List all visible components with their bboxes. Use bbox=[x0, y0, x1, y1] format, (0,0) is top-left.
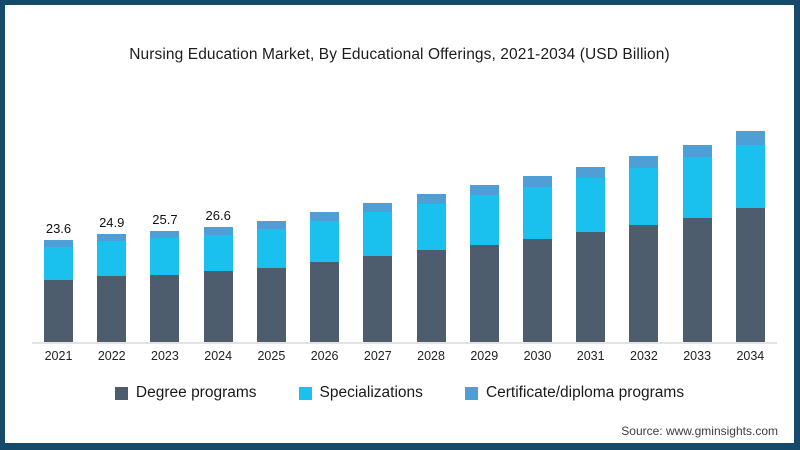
bar-segment-2021-degree-programs bbox=[44, 279, 73, 342]
bar-segment-2029-degree-programs bbox=[469, 244, 499, 342]
bar-segment-2027-certificate-diploma-programs bbox=[363, 202, 393, 212]
specializations-swatch-icon bbox=[298, 386, 312, 400]
bar-segment-2028-certificate-diploma-programs bbox=[416, 194, 446, 204]
x-axis-label-2027: 2027 bbox=[363, 349, 392, 363]
plot-area: 23.6 24.9 25.7 26.6 bbox=[32, 123, 777, 344]
legend-item-degree-programs: Degree programs bbox=[114, 384, 257, 402]
x-axis-labels: 2021 2022 2023 2024 2025 2026 2027 2028 2029 2030… bbox=[32, 349, 777, 363]
chart-title: Nursing Education Market, By Educational… bbox=[129, 46, 670, 63]
bar-segment-2026-certificate-diploma-programs bbox=[310, 212, 340, 221]
bar-segment-2028-specializations bbox=[416, 203, 446, 251]
bar-column-2024: 26.6 bbox=[192, 208, 245, 342]
bar-column-2023: 25.7 bbox=[138, 212, 191, 342]
legend-label-specializations: Specializations bbox=[319, 384, 423, 401]
x-axis-label-2024: 2024 bbox=[204, 349, 233, 363]
x-axis-label-2031: 2031 bbox=[576, 349, 605, 363]
bar-column-2032 bbox=[617, 156, 670, 342]
bar-column-2028 bbox=[405, 194, 458, 342]
total-value-label-2022: 24.9 bbox=[99, 215, 125, 231]
bar-segment-2022-specializations bbox=[97, 241, 127, 277]
bar-segment-2032-certificate-diploma-programs bbox=[629, 156, 659, 169]
bar-segment-2029-certificate-diploma-programs bbox=[469, 185, 499, 196]
legend-label-degree-programs: Degree programs bbox=[135, 384, 257, 401]
x-axis-label-2026: 2026 bbox=[310, 349, 339, 363]
bar-segment-2034-certificate-diploma-programs bbox=[735, 131, 765, 145]
bar-segment-2022-degree-programs bbox=[97, 276, 127, 342]
bar-column-2026 bbox=[298, 212, 351, 342]
x-axis-label-2032: 2032 bbox=[630, 349, 658, 363]
x-axis-label-2023: 2023 bbox=[151, 349, 179, 363]
x-axis-label-2034: 2034 bbox=[736, 349, 765, 363]
bar-column-2029 bbox=[458, 185, 511, 342]
legend-label-certificate-diploma: Certificate/diploma programs bbox=[485, 384, 685, 401]
bar-segment-2030-specializations bbox=[522, 187, 552, 239]
bar-segment-2030-certificate-diploma-programs bbox=[522, 176, 552, 188]
bar-column-2031 bbox=[564, 167, 617, 342]
bar-column-2021: 23.6 bbox=[32, 221, 85, 342]
total-value-label-2021: 23.6 bbox=[45, 221, 72, 237]
x-axis-label-2022: 2022 bbox=[97, 349, 126, 363]
total-value-label-2023: 25.7 bbox=[152, 212, 178, 228]
bar-segment-2033-specializations bbox=[682, 157, 712, 218]
source-note: Source: www.gminsights.com bbox=[621, 424, 778, 438]
bar-segment-2023-certificate-diploma-programs bbox=[150, 231, 180, 239]
bar-segment-2021-specializations bbox=[44, 246, 73, 280]
legend-item-certificate-diploma: Certificate/diploma programs bbox=[464, 384, 685, 402]
bar-column-2030 bbox=[511, 176, 564, 342]
certificate-diploma-swatch-icon bbox=[464, 386, 478, 400]
bar-column-2025 bbox=[245, 221, 298, 342]
bar-segment-2031-certificate-diploma-programs bbox=[576, 167, 606, 179]
bar-segment-2025-certificate-diploma-programs bbox=[256, 221, 286, 229]
bar-segment-2032-specializations bbox=[629, 168, 659, 225]
bar-column-2034 bbox=[724, 131, 777, 342]
legend: Degree programs Specializations Certific… bbox=[5, 384, 794, 402]
bar-segment-2030-degree-programs bbox=[522, 238, 552, 342]
bar-segment-2024-specializations bbox=[203, 234, 233, 272]
bar-segment-2034-specializations bbox=[735, 144, 765, 209]
bar-column-2022: 24.9 bbox=[85, 215, 138, 342]
bar-segment-2028-degree-programs bbox=[416, 250, 446, 342]
x-axis-label-2028: 2028 bbox=[417, 349, 445, 363]
bar-segment-2023-degree-programs bbox=[150, 274, 180, 342]
x-axis-label-2033: 2033 bbox=[683, 349, 712, 363]
bar-segment-2021-certificate-diploma-programs bbox=[44, 240, 73, 247]
bar-column-2033 bbox=[671, 144, 724, 342]
bar-segment-2027-degree-programs bbox=[363, 256, 393, 342]
x-axis-label-2021: 2021 bbox=[44, 349, 73, 363]
bar-segment-2022-certificate-diploma-programs bbox=[97, 234, 127, 242]
bar-segment-2026-degree-programs bbox=[310, 262, 340, 342]
x-axis-label-2030: 2030 bbox=[523, 349, 552, 363]
bar-segment-2024-degree-programs bbox=[203, 271, 233, 342]
bar-segment-2032-degree-programs bbox=[629, 224, 659, 342]
bar-segment-2025-specializations bbox=[256, 228, 286, 268]
bar-segment-2029-specializations bbox=[469, 195, 499, 245]
degree-programs-swatch-icon bbox=[114, 386, 128, 400]
bar-segment-2027-specializations bbox=[363, 211, 393, 256]
bar-segment-2031-specializations bbox=[576, 178, 606, 232]
total-value-label-2024: 26.6 bbox=[205, 208, 231, 224]
bar-segment-2033-degree-programs bbox=[682, 217, 712, 342]
bar-segment-2026-specializations bbox=[310, 220, 340, 263]
bar-segment-2024-certificate-diploma-programs bbox=[203, 227, 233, 235]
bar-segment-2023-specializations bbox=[150, 238, 180, 275]
legend-item-specializations: Specializations bbox=[298, 384, 423, 402]
bar-segment-2034-degree-programs bbox=[735, 208, 765, 342]
bar-segment-2025-degree-programs bbox=[256, 267, 286, 342]
bar-segment-2031-degree-programs bbox=[576, 231, 606, 342]
bar-segment-2033-certificate-diploma-programs bbox=[682, 144, 712, 158]
x-axis-label-2029: 2029 bbox=[470, 349, 499, 363]
bar-column-2027 bbox=[351, 202, 404, 342]
x-axis-label-2025: 2025 bbox=[257, 349, 286, 363]
